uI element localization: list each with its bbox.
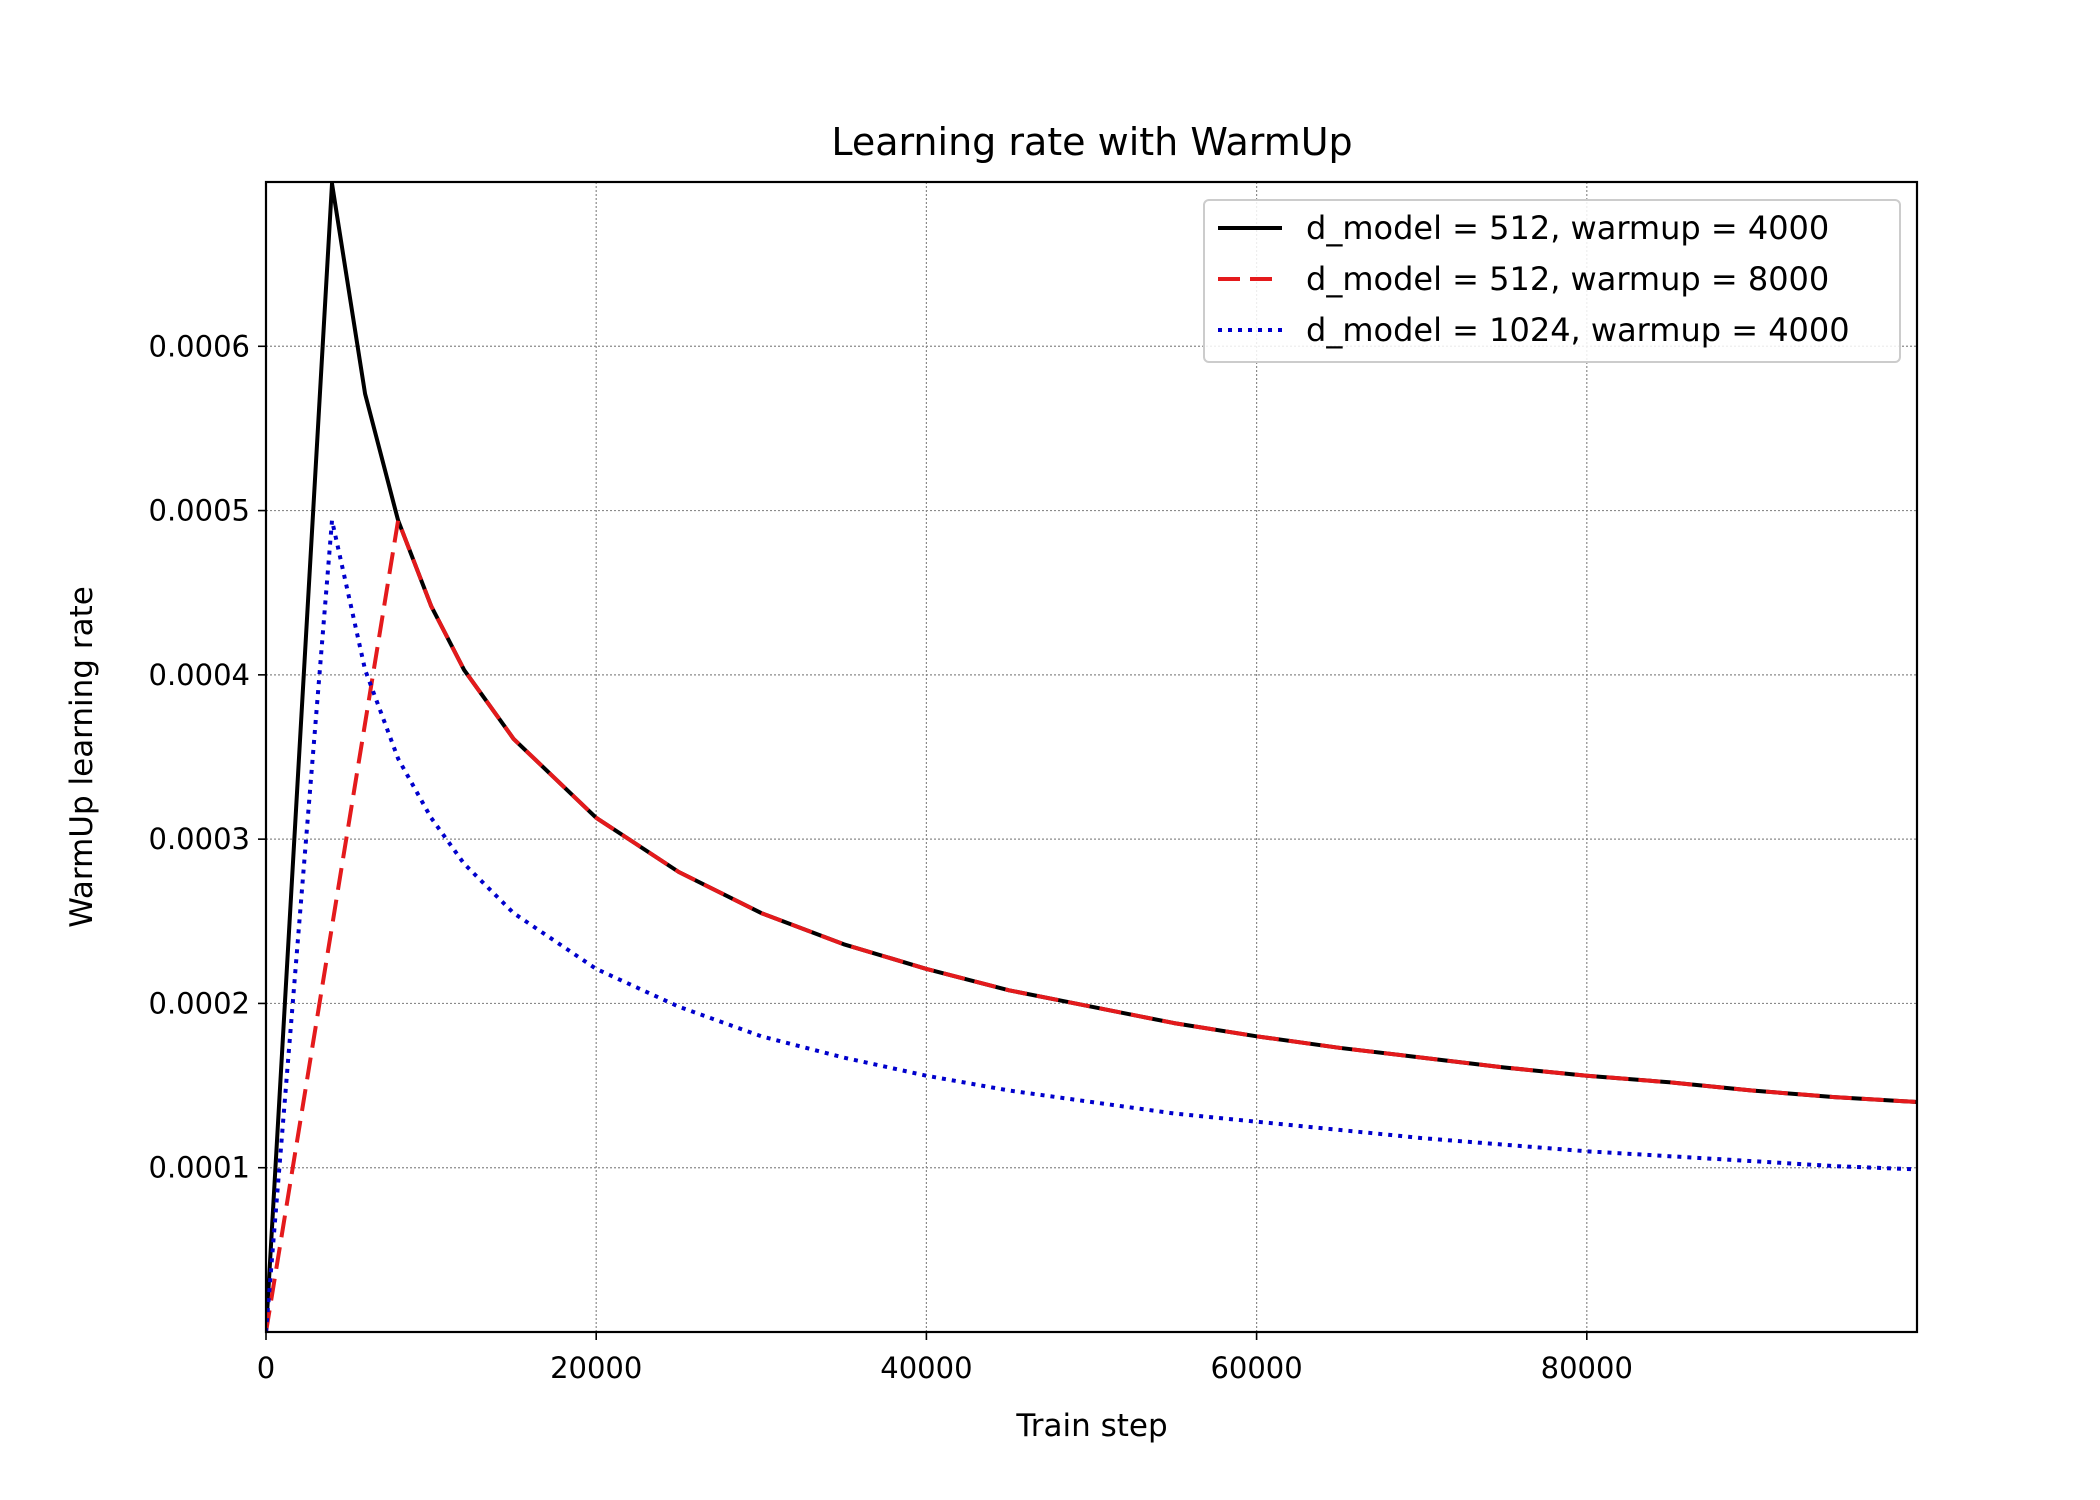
y-tick-label: 0.0002 [149, 986, 250, 1020]
y-tick-label: 0.0001 [149, 1151, 250, 1185]
x-tick-label: 40000 [880, 1351, 972, 1385]
y-tick-label: 0.0004 [149, 658, 250, 692]
x-tick-label: 80000 [1541, 1351, 1633, 1385]
legend-box [1203, 199, 1901, 363]
x-axis-label: Train step [1015, 1408, 1167, 1444]
y-tick-label: 0.0005 [149, 494, 250, 528]
legend-label-2: d_model = 512, warmup = 8000 [1306, 260, 1829, 298]
y-tick-label: 0.0003 [149, 822, 250, 856]
y-axis-label: WarmUp learning rate [64, 586, 100, 928]
axis-ticks: 0 20000 40000 60000 80000 0.0001 0.0002 0.0003 0… [149, 329, 1633, 1385]
x-tick-label: 20000 [550, 1351, 642, 1385]
series-line-3 [266, 518, 1917, 1332]
legend-label-3: d_model = 1024, warmup = 4000 [1306, 311, 1850, 349]
x-tick-label: 60000 [1210, 1351, 1302, 1385]
chart-title: Learning rate with WarmUp [831, 120, 1352, 164]
grid [265, 182, 1917, 1332]
y-tick-label: 0.0006 [149, 329, 250, 363]
plot-frame [264, 180, 1919, 1334]
series-line-2 [266, 518, 1917, 1332]
legend-label-1: d_model = 512, warmup = 4000 [1306, 209, 1829, 247]
series-group [266, 182, 1917, 1332]
x-tick-label: 0 [257, 1351, 275, 1385]
legend: d_model = 512, warmup = 4000 d_model = 51… [1203, 199, 1901, 363]
